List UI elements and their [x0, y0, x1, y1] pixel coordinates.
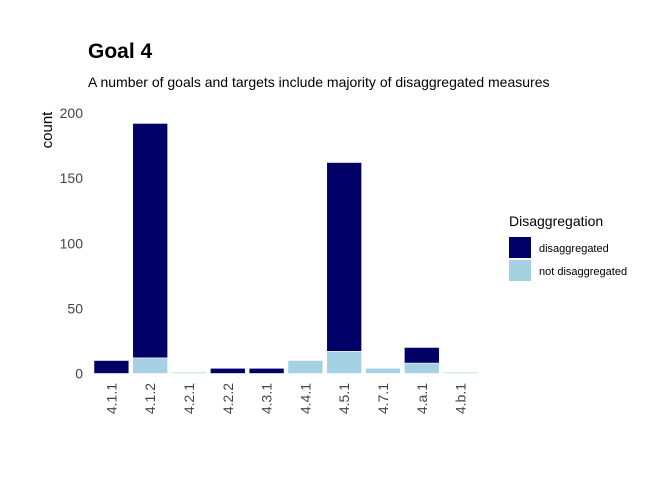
- bar-segment-disaggregated-4.2.2: [210, 367, 246, 374]
- bar-segment-disaggregated-4.5.1: [326, 162, 362, 352]
- legend-key-not-disaggregated: [509, 260, 531, 281]
- bar-segment-disaggregated-4.a.1: [404, 347, 440, 364]
- x-tick-label: 4.b.1: [453, 383, 469, 414]
- y-tick-label: 0: [75, 366, 83, 382]
- bar-segment-not-disaggregated-4.7.1: [365, 367, 401, 374]
- y-tick-label: 100: [60, 235, 84, 251]
- bar-segment-disaggregated-4.3.1: [248, 367, 285, 374]
- chart-subtitle: A number of goals and targets include ma…: [88, 74, 550, 90]
- bar-segment-not-disaggregated-4.a.1: [404, 362, 440, 374]
- x-tick-label: 4.1.2: [142, 383, 158, 414]
- x-tick-label: 4.2.1: [181, 383, 197, 414]
- x-tick-label: 4.7.1: [375, 383, 391, 414]
- legend-label: disaggregated: [539, 243, 609, 255]
- chart-title: Goal 4: [88, 40, 153, 63]
- bar-segment-disaggregated-4.1.2: [132, 123, 168, 359]
- x-tick-label: 4.4.1: [297, 383, 313, 414]
- x-tick-label: 4.1.1: [103, 383, 119, 414]
- x-tick-label: 4.2.2: [220, 383, 236, 414]
- bars: [93, 123, 479, 374]
- y-tick-label: 200: [60, 105, 84, 121]
- y-axis-label: count: [39, 111, 56, 149]
- bar-segment-disaggregated-4.1.1: [93, 360, 130, 374]
- legend-label: not disaggregated: [539, 266, 627, 278]
- legend-title: Disaggregation: [509, 213, 603, 229]
- y-axis-ticks: 0 50 100 150 200: [60, 105, 84, 382]
- bar-segment-not-disaggregated-4.b.1: [442, 371, 479, 374]
- x-tick-label: 4.a.1: [414, 383, 430, 414]
- legend: Disaggregation disaggregated not disaggre…: [509, 213, 627, 281]
- x-tick-label: 4.5.1: [336, 383, 352, 414]
- legend-key-disaggregated: [509, 237, 531, 258]
- bar-segment-not-disaggregated-4.2.1: [171, 371, 207, 374]
- bar-segment-not-disaggregated-4.4.1: [287, 360, 324, 374]
- y-tick-label: 50: [67, 300, 83, 316]
- y-tick-label: 150: [60, 170, 84, 186]
- x-tick-label: 4.3.1: [259, 383, 275, 414]
- bar-segment-not-disaggregated-4.5.1: [326, 351, 362, 374]
- bar-segment-not-disaggregated-4.1.2: [132, 357, 168, 374]
- x-axis-ticks: 4.1.1 4.1.2 4.2.1 4.2.2 4.3.1 4.4.1 4.5.1 4.7.1…: [103, 383, 468, 414]
